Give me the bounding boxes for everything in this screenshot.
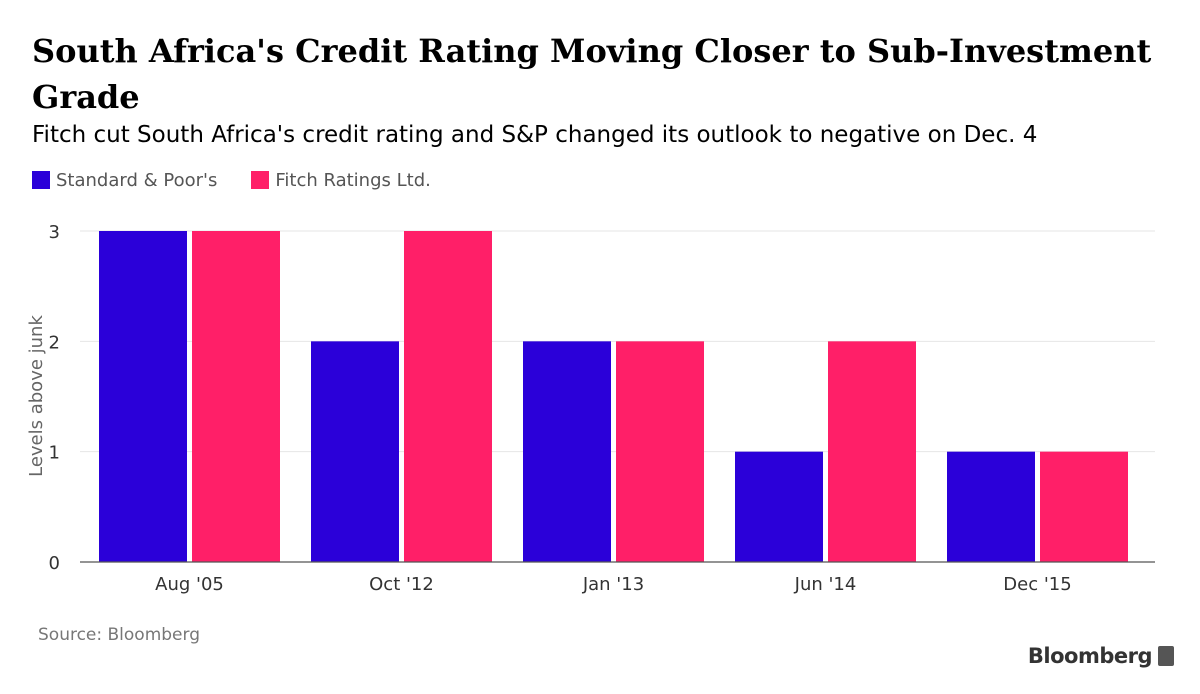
bloomberg-logo: Bloomberg — [1028, 644, 1174, 668]
chart-title: South Africa's Credit Rating Moving Clos… — [32, 32, 1152, 116]
legend-swatch-fitch — [251, 171, 270, 189]
bar-sp — [523, 341, 611, 562]
bar-fitch — [404, 231, 492, 562]
brand-text: Bloomberg — [1027, 644, 1153, 668]
bloomberg-chart-icon — [1158, 646, 1174, 666]
legend-label-fitch: Fitch Ratings Ltd. — [275, 169, 431, 191]
bar-fitch — [616, 341, 704, 562]
bar-sp — [947, 451, 1035, 562]
legend-label-sp: Standard & Poor's — [56, 169, 218, 191]
bar-fitch — [828, 341, 916, 562]
chart-subtitle: Fitch cut South Africa's credit rating a… — [32, 122, 1038, 148]
x-tick-label: Oct '12 — [369, 574, 434, 595]
legend: Standard & Poor's Fitch Ratings Ltd. — [32, 166, 465, 194]
bar-sp — [735, 451, 823, 562]
bar-sp — [311, 341, 399, 562]
y-tick-label: 2 — [49, 332, 60, 353]
legend-item-fitch: Fitch Ratings Ltd. — [251, 170, 431, 191]
bar-fitch — [192, 231, 280, 562]
y-tick-label: 3 — [49, 222, 60, 243]
x-tick-label: Aug '05 — [155, 574, 224, 595]
bar-sp — [99, 231, 187, 562]
y-tick-label: 0 — [49, 553, 60, 574]
y-tick-label: 1 — [49, 443, 60, 464]
bar-fitch — [1040, 451, 1128, 562]
source-note: Source: Bloomberg — [38, 625, 200, 645]
y-axis-label: Levels above junk — [26, 315, 47, 477]
legend-swatch-sp — [32, 171, 50, 189]
x-tick-label: Jan '13 — [582, 574, 644, 595]
x-tick-label: Jun '14 — [794, 574, 857, 595]
legend-item-sp: Standard & Poor's — [32, 170, 217, 191]
x-tick-label: Dec '15 — [1003, 574, 1071, 595]
